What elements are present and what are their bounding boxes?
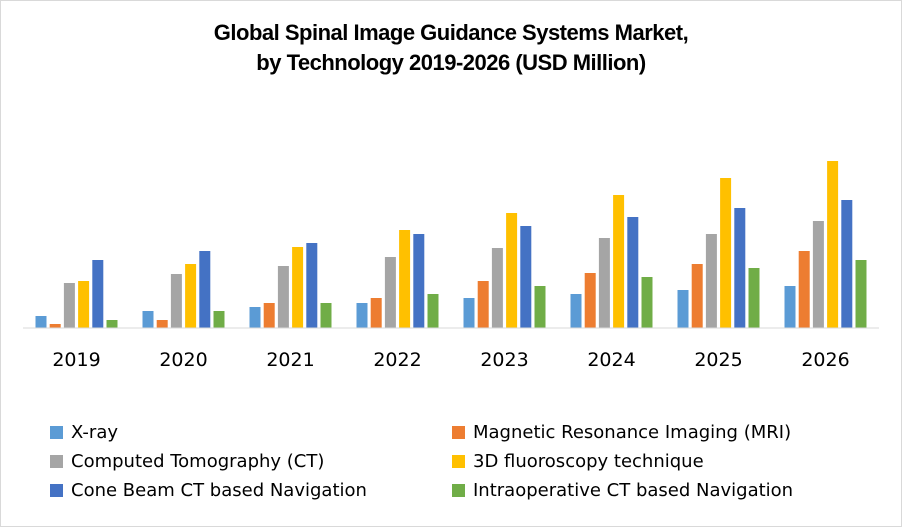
bar-2019-magnetic-resonance-imaging-mri	[49, 324, 61, 328]
bar-2026-3d-fluoroscopy-technique	[827, 161, 839, 328]
bar-2024-x-ray	[570, 294, 582, 328]
bar-2025-computed-tomography-ct	[705, 234, 717, 328]
bar-2020-magnetic-resonance-imaging-mri	[156, 320, 168, 328]
legend: X-ray Magnetic Resonance Imaging (MRI) C…	[0, 418, 902, 518]
bar-2021-magnetic-resonance-imaging-mri	[263, 303, 275, 328]
chart-title: Global Spinal Image Guidance Systems Mar…	[0, 18, 902, 78]
legend-label: Computed Tomography (CT)	[71, 450, 325, 472]
x-tick-label-2020: 2020	[159, 349, 207, 371]
bar-2023-intraoperative-ct-based-navigation	[534, 286, 546, 328]
bar-2020-3d-fluoroscopy-technique	[185, 264, 197, 328]
x-tick-label-2025: 2025	[694, 349, 742, 371]
x-tick-label-2019: 2019	[52, 349, 100, 371]
legend-swatch-x-ray	[50, 425, 63, 439]
bar-2021-3d-fluoroscopy-technique	[292, 247, 304, 328]
bar-2023-x-ray	[463, 298, 475, 328]
bar-2024-3d-fluoroscopy-technique	[613, 195, 625, 328]
legend-label: Cone Beam CT based Navigation	[71, 479, 367, 501]
x-tick-label-2024: 2024	[587, 349, 635, 371]
bar-2022-magnetic-resonance-imaging-mri	[370, 298, 382, 328]
bar-2022-computed-tomography-ct	[384, 257, 396, 328]
x-tick-label-2023: 2023	[480, 349, 528, 371]
bar-2019-cone-beam-ct-based-navigation	[92, 260, 104, 328]
bar-chart: 2019 2020 2021 2022 2023 2024 2025 2026	[23, 161, 879, 371]
bar-2020-x-ray	[142, 311, 154, 328]
bar-2026-x-ray	[784, 286, 796, 328]
bar-2022-3d-fluoroscopy-technique	[399, 230, 411, 328]
chart-title-line-1: Global Spinal Image Guidance Systems Mar…	[213, 20, 689, 45]
bar-2019-computed-tomography-ct	[63, 283, 75, 328]
bar-2026-magnetic-resonance-imaging-mri	[798, 251, 810, 328]
legend-swatch-cone-beam-ct	[50, 483, 63, 497]
bar-2022-cone-beam-ct-based-navigation	[413, 234, 425, 328]
bar-2020-intraoperative-ct-based-navigation	[213, 311, 225, 328]
x-tick-label-2022: 2022	[373, 349, 421, 371]
legend-label: X-ray	[71, 421, 119, 443]
chart-title-line-2: by Technology 2019-2026 (USD Million)	[256, 50, 646, 75]
bar-2019-x-ray	[35, 316, 47, 328]
legend-label: 3D fluoroscopy technique	[473, 450, 704, 472]
bar-2022-intraoperative-ct-based-navigation	[427, 294, 439, 328]
bar-2021-cone-beam-ct-based-navigation	[306, 243, 318, 328]
bar-2021-computed-tomography-ct	[277, 266, 289, 328]
bar-2019-intraoperative-ct-based-navigation	[106, 320, 118, 328]
bar-2023-computed-tomography-ct	[491, 248, 503, 328]
bars-group	[35, 161, 867, 328]
bar-2023-cone-beam-ct-based-navigation	[520, 226, 532, 328]
legend-label: Intraoperative CT based Navigation	[473, 479, 794, 501]
legend-item-intraoperative-ct: Intraoperative CT based Navigation	[452, 476, 793, 504]
bar-2024-magnetic-resonance-imaging-mri	[584, 273, 596, 328]
bar-2020-cone-beam-ct-based-navigation	[199, 251, 211, 328]
bar-2023-3d-fluoroscopy-technique	[506, 213, 518, 328]
legend-item-mri: Magnetic Resonance Imaging (MRI)	[452, 418, 791, 446]
bar-2024-cone-beam-ct-based-navigation	[627, 217, 639, 328]
x-tick-label-2021: 2021	[266, 349, 314, 371]
bar-2021-intraoperative-ct-based-navigation	[320, 303, 332, 328]
x-tick-label-2026: 2026	[801, 349, 849, 371]
legend-label: Magnetic Resonance Imaging (MRI)	[473, 421, 792, 443]
bar-2022-x-ray	[356, 303, 368, 328]
bar-2026-computed-tomography-ct	[812, 221, 824, 328]
legend-item-ct: Computed Tomography (CT)	[50, 447, 324, 475]
legend-swatch-mri	[452, 425, 465, 439]
legend-swatch-intraoperative-ct	[452, 483, 465, 497]
bar-2025-magnetic-resonance-imaging-mri	[691, 264, 703, 328]
bar-2023-magnetic-resonance-imaging-mri	[477, 281, 489, 328]
bar-2020-computed-tomography-ct	[170, 274, 182, 328]
bar-2025-intraoperative-ct-based-navigation	[748, 268, 760, 328]
legend-item-x-ray: X-ray	[50, 418, 118, 446]
legend-item-3d-fluoroscopy: 3D fluoroscopy technique	[452, 447, 704, 475]
legend-swatch-3d-fluoroscopy	[452, 454, 465, 468]
bar-2019-3d-fluoroscopy-technique	[78, 281, 90, 328]
bar-2024-intraoperative-ct-based-navigation	[641, 277, 653, 328]
bar-2025-cone-beam-ct-based-navigation	[734, 208, 746, 328]
bar-2025-3d-fluoroscopy-technique	[720, 178, 732, 328]
bar-2021-x-ray	[249, 307, 261, 328]
bar-2026-intraoperative-ct-based-navigation	[855, 260, 867, 328]
bar-2025-x-ray	[677, 290, 689, 328]
x-tick-labels: 2019 2020 2021 2022 2023 2024 2025 2026	[52, 349, 849, 371]
legend-item-cone-beam-ct: Cone Beam CT based Navigation	[50, 476, 367, 504]
bar-2026-cone-beam-ct-based-navigation	[841, 200, 853, 328]
legend-swatch-ct	[50, 454, 63, 468]
bar-2024-computed-tomography-ct	[598, 238, 610, 328]
